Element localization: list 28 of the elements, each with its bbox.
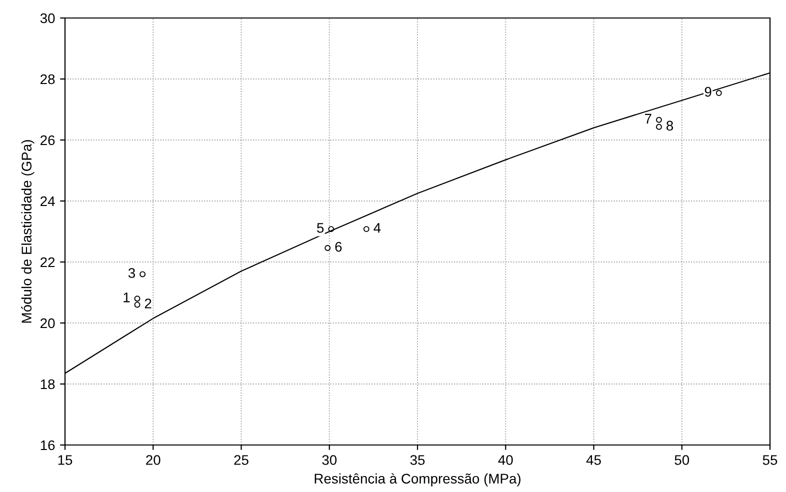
annotation: 4 [374,223,381,233]
annotation: 3 [128,268,135,278]
annotation: 9 [704,86,712,97]
annotation: 7 [645,114,652,124]
y-tick-label: 30 [40,13,55,24]
y-tick-label: 16 [40,440,55,450]
x-axis-title: Resistência à Compressão (MPa) [314,473,520,486]
annotation: 8 [666,120,674,131]
y-tick-label: 24 [40,196,55,206]
x-tick-label: 15 [58,455,72,465]
x-tick-label: 30 [322,455,337,465]
annotation: 1 [124,292,130,302]
y-tick-label: 20 [40,318,55,328]
x-tick-label: 50 [674,455,690,465]
y-axis-title: Módulo de Elasticidade (GPa) [21,140,34,323]
x-tick-label: 35 [410,455,425,465]
y-tick-label: 28 [40,74,55,84]
y-tick-label: 22 [40,257,55,268]
annotation: 6 [335,242,342,252]
x-tick-label: 25 [234,455,248,465]
x-tick-label: 40 [498,455,513,465]
annotation: 2 [144,298,152,308]
y-tick-label: 18 [40,379,55,390]
y-tick-label: 26 [40,135,55,146]
x-tick-label: 45 [586,455,601,465]
x-tick-label: 20 [146,455,160,465]
x-tick-label: 55 [762,455,778,465]
annotation: 5 [317,223,324,233]
